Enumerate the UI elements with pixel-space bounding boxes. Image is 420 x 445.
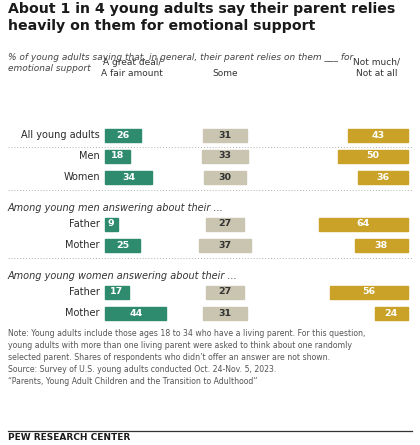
Text: 43: 43 — [371, 130, 385, 139]
Bar — [203, 307, 247, 320]
Text: 64: 64 — [357, 219, 370, 228]
Text: 27: 27 — [218, 219, 231, 228]
Text: Among young men answering about their ...: Among young men answering about their ..… — [8, 203, 224, 213]
Text: Mother: Mother — [66, 240, 100, 250]
Bar — [206, 218, 244, 231]
Text: 34: 34 — [122, 173, 135, 182]
Text: 18: 18 — [111, 151, 124, 161]
Bar — [338, 150, 408, 162]
Bar — [358, 170, 408, 183]
Text: % of young adults saying that, in general, their parent relies on them ___ for
e: % of young adults saying that, in genera… — [8, 53, 353, 73]
Text: 56: 56 — [362, 287, 375, 296]
Text: Note: Young adults include those ages 18 to 34 who have a living parent. For thi: Note: Young adults include those ages 18… — [8, 329, 365, 386]
Bar — [199, 239, 251, 251]
Bar — [355, 239, 408, 251]
Text: 31: 31 — [218, 308, 231, 317]
Bar — [319, 218, 408, 231]
Text: 31: 31 — [218, 130, 231, 139]
Bar — [105, 150, 130, 162]
Text: 38: 38 — [375, 240, 388, 250]
Text: 50: 50 — [367, 151, 380, 161]
Text: Father: Father — [69, 219, 100, 229]
Bar — [105, 170, 152, 183]
Bar — [105, 129, 141, 142]
Text: 27: 27 — [218, 287, 231, 296]
Text: Women: Women — [63, 172, 100, 182]
Bar — [375, 307, 408, 320]
Text: 26: 26 — [116, 130, 130, 139]
Text: 36: 36 — [376, 173, 389, 182]
Text: Mother: Mother — [66, 308, 100, 318]
Text: 9: 9 — [108, 219, 115, 228]
Text: A great deal/
A fair amount: A great deal/ A fair amount — [101, 58, 163, 78]
Text: All young adults: All young adults — [21, 130, 100, 140]
Text: 30: 30 — [218, 173, 231, 182]
Bar — [203, 129, 247, 142]
Text: Some: Some — [212, 69, 238, 78]
Text: Men: Men — [79, 151, 100, 161]
Bar — [348, 129, 408, 142]
Text: Among young women answering about their ...: Among young women answering about their … — [8, 271, 238, 281]
Text: 37: 37 — [218, 240, 231, 250]
Text: PEW RESEARCH CENTER: PEW RESEARCH CENTER — [8, 433, 130, 442]
Bar — [105, 239, 140, 251]
Bar — [105, 286, 129, 299]
Text: About 1 in 4 young adults say their parent relies
heavily on them for emotional : About 1 in 4 young adults say their pare… — [8, 2, 395, 33]
Text: 25: 25 — [116, 240, 129, 250]
Text: Father: Father — [69, 287, 100, 297]
Bar — [204, 170, 246, 183]
Bar — [105, 218, 118, 231]
Text: 44: 44 — [129, 308, 142, 317]
Bar — [202, 150, 248, 162]
Text: 24: 24 — [385, 308, 398, 317]
Text: 33: 33 — [218, 151, 231, 161]
Bar — [206, 286, 244, 299]
Bar — [330, 286, 408, 299]
Text: Not much/
Not at all: Not much/ Not at all — [353, 58, 400, 78]
Bar — [105, 307, 166, 320]
Text: 17: 17 — [110, 287, 123, 296]
